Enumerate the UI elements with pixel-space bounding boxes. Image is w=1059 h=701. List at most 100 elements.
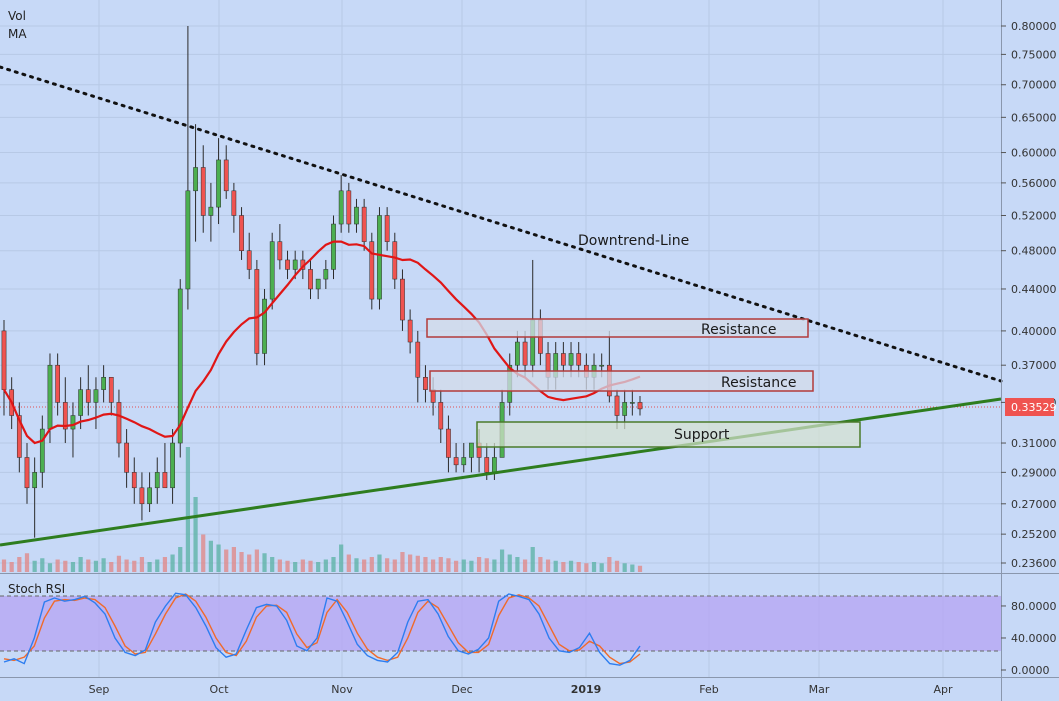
candle-body	[246, 250, 252, 270]
volume-bar	[78, 557, 83, 572]
candle-body	[216, 159, 221, 208]
resistance-box-lower[interactable]	[429, 370, 814, 392]
volume-bar	[446, 558, 451, 572]
volume-bar	[637, 565, 643, 572]
candle-body	[85, 389, 91, 403]
support-label: Support	[674, 427, 730, 443]
candle-body	[392, 241, 398, 280]
candle-body	[461, 457, 467, 466]
volume-bar	[607, 557, 612, 572]
candle-body	[47, 364, 53, 430]
candle-body	[438, 402, 444, 430]
volume-bar	[630, 564, 635, 572]
volume-bar	[9, 562, 14, 572]
candle-body	[124, 442, 129, 473]
volume-bar	[385, 558, 390, 572]
candle-body	[108, 376, 114, 403]
volume-bar	[147, 562, 152, 572]
current-price-tag	[1005, 398, 1054, 416]
candle-body	[400, 278, 405, 321]
volume-bar	[47, 563, 53, 572]
volume-bar	[32, 560, 37, 572]
price-tick-label: 0.44000	[1011, 283, 1057, 296]
volume-bar	[438, 557, 443, 572]
candle-body	[70, 415, 76, 430]
price-tick-label: 0.27000	[1011, 498, 1057, 511]
candle-body	[24, 457, 30, 489]
volume-bar	[132, 560, 137, 572]
candle-body	[308, 269, 313, 290]
candle-body	[361, 206, 367, 242]
volume-bar	[254, 549, 259, 572]
candle-body	[277, 241, 283, 261]
volume-bar	[1, 559, 7, 572]
volume-bar	[40, 558, 45, 572]
volume-bar	[568, 560, 574, 572]
time-tick-label: Feb	[699, 683, 718, 696]
candle-body	[55, 364, 60, 403]
candle-body	[407, 319, 413, 343]
volume-bar	[316, 562, 321, 572]
candle-body	[162, 472, 168, 489]
candle-body	[338, 190, 344, 225]
candle-body	[515, 341, 520, 366]
volume-bar	[538, 557, 543, 572]
volume-bar	[622, 563, 627, 572]
candle-body	[561, 353, 566, 366]
candle-body	[78, 389, 83, 416]
volume-bar	[155, 559, 160, 572]
volume-bar	[400, 552, 405, 572]
volume-bar	[109, 562, 114, 572]
candle-body	[384, 215, 390, 242]
volume-bar	[553, 560, 558, 572]
candle-body	[354, 206, 359, 225]
candle-body	[568, 353, 574, 366]
candle-body	[185, 190, 191, 290]
volume-bar	[285, 560, 290, 572]
candle-body	[346, 190, 352, 225]
candle-body	[315, 278, 321, 290]
volume-bar	[362, 559, 367, 572]
downtrend-line[interactable]	[0, 65, 1003, 383]
price-tick-label: 0.70000	[1011, 79, 1057, 92]
volume-bar	[423, 557, 428, 572]
vol-legend: Vol	[8, 9, 26, 23]
candle-body	[637, 402, 643, 410]
volume-bar	[530, 547, 535, 572]
volume-bar	[247, 554, 252, 572]
volume-bar	[270, 557, 275, 572]
price-tick-label: 0.25200	[1011, 528, 1057, 541]
volume-bar	[614, 560, 620, 572]
time-tick-label: Apr	[933, 683, 953, 696]
candle-body	[131, 472, 137, 489]
candle-body	[331, 223, 336, 270]
candle-body	[139, 487, 145, 505]
price-tick-label: 0.37000	[1011, 359, 1057, 372]
support-box[interactable]	[476, 421, 861, 448]
candle-body	[200, 167, 206, 216]
volume-bar	[408, 554, 413, 572]
resistance-label-lower: Resistance	[721, 375, 796, 391]
candle-body	[576, 353, 582, 366]
volume-bar	[124, 559, 129, 572]
candle-body	[231, 190, 237, 216]
candle-body	[323, 269, 329, 280]
volume-bar	[392, 559, 397, 572]
candle-body	[469, 442, 474, 458]
candle-body	[622, 402, 628, 416]
price-tick-label: 0.52000	[1011, 209, 1057, 222]
volume-bar	[86, 559, 91, 572]
resistance-box-upper[interactable]	[426, 318, 809, 338]
price-tick-label: 0.31000	[1011, 437, 1057, 450]
candle-body	[239, 215, 244, 251]
candle-body	[292, 259, 298, 270]
time-tick-label: Sep	[89, 683, 110, 696]
rsi-tick-label: 80.0000	[1011, 600, 1057, 613]
volume-bar	[277, 559, 282, 572]
volume-bar	[70, 562, 76, 572]
price-tick-label: 0.23600	[1011, 557, 1057, 570]
price-tick-label: 0.40000	[1011, 325, 1057, 338]
price-tick-label: 0.75000	[1011, 48, 1057, 61]
volume-bar	[224, 549, 229, 572]
